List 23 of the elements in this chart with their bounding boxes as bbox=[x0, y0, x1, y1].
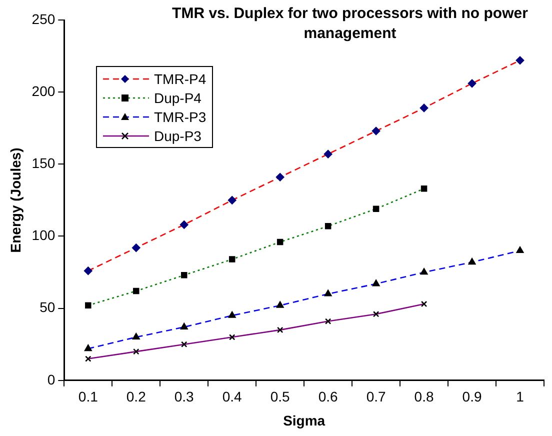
y-tick-label: 0 bbox=[47, 371, 56, 388]
x-tick-label: 0.6 bbox=[318, 388, 338, 405]
y-axis-title: Energy (Joules) bbox=[7, 148, 24, 253]
y-tick-label: 50 bbox=[40, 299, 56, 316]
x-tick-label: 0.1 bbox=[78, 388, 98, 405]
y-tick-label: 200 bbox=[32, 82, 56, 99]
x-tick-label: 0.3 bbox=[174, 388, 194, 405]
legend-label: TMR-P3 bbox=[154, 108, 206, 124]
y-tick-label: 250 bbox=[32, 10, 56, 27]
legend-label: Dup-P3 bbox=[154, 128, 202, 144]
y-tick-label: 100 bbox=[32, 227, 56, 244]
x-tick-label: 0.7 bbox=[366, 388, 386, 405]
legend-label: Dup-P4 bbox=[154, 90, 202, 106]
x-tick-label: 0.4 bbox=[222, 388, 242, 405]
x-tick-label: 0.2 bbox=[126, 388, 146, 405]
x-axis-title: Sigma bbox=[283, 412, 326, 428]
x-tick-label: 0.9 bbox=[462, 388, 482, 405]
legend-label: TMR-P4 bbox=[154, 70, 206, 86]
x-tick-label: 0.5 bbox=[270, 388, 290, 405]
chart-title: TMR vs. Duplex for two processors with no power management bbox=[171, 4, 529, 44]
x-tick-label: 0.8 bbox=[414, 388, 434, 405]
x-tick-label: 1 bbox=[516, 388, 524, 405]
y-tick-label: 150 bbox=[32, 155, 56, 172]
